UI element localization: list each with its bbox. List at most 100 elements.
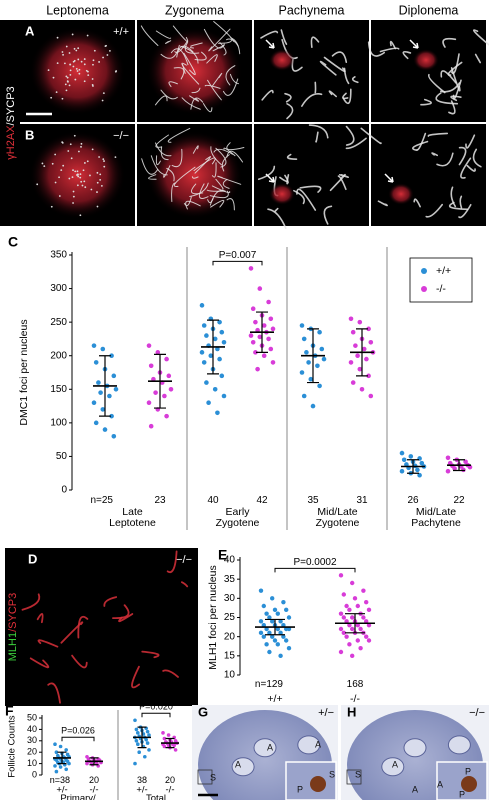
chromosome: [213, 148, 233, 155]
data-point: [168, 386, 174, 392]
chromosome: [189, 95, 200, 102]
chromosome: [71, 654, 88, 669]
xy-body: [269, 49, 295, 71]
focus: [77, 47, 80, 50]
data-point: [53, 742, 57, 747]
data-point: [401, 457, 407, 463]
chromosome: [474, 53, 482, 64]
chromosome: [448, 201, 469, 211]
structure-label: A: [235, 759, 241, 769]
focus: [72, 169, 74, 172]
data-point: [368, 339, 374, 345]
chromosome: [167, 127, 191, 143]
data-point: [153, 390, 158, 395]
p-value: P=0.026: [61, 726, 95, 736]
structure-label: A: [392, 759, 398, 769]
data-point: [445, 455, 451, 461]
data-point: [146, 343, 152, 348]
focus: [106, 54, 109, 56]
group-label: -/-: [90, 785, 99, 796]
chromosome: [211, 185, 231, 194]
data-point: [221, 393, 227, 399]
chromosome: [103, 596, 118, 607]
structure-label: A: [412, 784, 418, 794]
n-value: 168: [347, 679, 364, 690]
chromosome: [331, 51, 348, 64]
data-point: [93, 420, 99, 426]
legend-label: +/+: [436, 265, 451, 277]
focus: [105, 44, 107, 47]
chromosome: [460, 157, 472, 179]
panel-label: F: [5, 703, 14, 719]
structure-label: A: [437, 779, 443, 789]
data-point: [144, 737, 148, 742]
chromosome: [172, 25, 189, 42]
group-label: -/-: [166, 785, 175, 796]
chromosome: [174, 40, 188, 53]
genotype: +/+: [113, 26, 129, 38]
data-point: [347, 642, 352, 647]
chromosome: [185, 200, 201, 210]
data-point: [217, 319, 222, 325]
focus: [76, 170, 79, 173]
structure-label: P: [297, 784, 303, 794]
data-point: [350, 380, 356, 385]
focus: [102, 158, 105, 161]
data-point: [162, 736, 167, 741]
chromosome: [420, 98, 432, 106]
data-point: [366, 607, 372, 613]
chromosome: [225, 65, 236, 86]
data-point: [248, 266, 254, 271]
focus: [103, 165, 106, 168]
chromosome: [141, 158, 159, 175]
chromosome: [168, 81, 178, 88]
data-point: [278, 630, 283, 636]
n-value: 42: [256, 495, 268, 506]
data-point: [270, 619, 275, 624]
chromosome: [377, 200, 388, 207]
category-label: Total: [146, 793, 166, 800]
follicle: [381, 757, 405, 777]
y-tick-label: 30: [224, 593, 236, 604]
error-bar: [256, 311, 268, 353]
data-point: [266, 336, 271, 342]
chromosome: [141, 650, 160, 659]
n-label: 38: [137, 775, 147, 785]
focus: [101, 99, 104, 102]
chromosome: [459, 195, 463, 209]
focus: [78, 150, 80, 153]
data-point: [417, 472, 422, 478]
data-point: [366, 638, 372, 643]
data-point: [461, 467, 466, 473]
data-point: [270, 634, 275, 639]
chromosome: [21, 593, 41, 611]
chromosome: [211, 162, 217, 178]
focus: [77, 58, 80, 61]
oocyte: [461, 776, 477, 792]
y-tick-label: 200: [50, 350, 67, 361]
focus: [71, 33, 74, 36]
focus: [103, 160, 105, 162]
chromosome: [165, 40, 172, 44]
arrow: [265, 39, 275, 49]
focus: [62, 164, 65, 167]
panel-label: B: [25, 127, 34, 142]
chromosome: [299, 185, 322, 193]
focus: [80, 180, 83, 183]
focus: [79, 214, 82, 217]
focus: [68, 52, 71, 54]
data-point: [272, 638, 278, 643]
focus: [83, 162, 86, 164]
y-axis-label: DMC1 foci per nucleus: [18, 319, 30, 425]
genotype: −/−: [113, 130, 129, 142]
micrograph: [371, 124, 486, 226]
chromosome: [284, 92, 292, 103]
chromosome: [431, 152, 439, 157]
focus: [83, 80, 86, 83]
focus: [62, 53, 64, 56]
focus: [79, 176, 82, 179]
y-tick-label: 0: [32, 769, 37, 779]
chromosome: [140, 25, 159, 47]
focus: [55, 91, 58, 94]
